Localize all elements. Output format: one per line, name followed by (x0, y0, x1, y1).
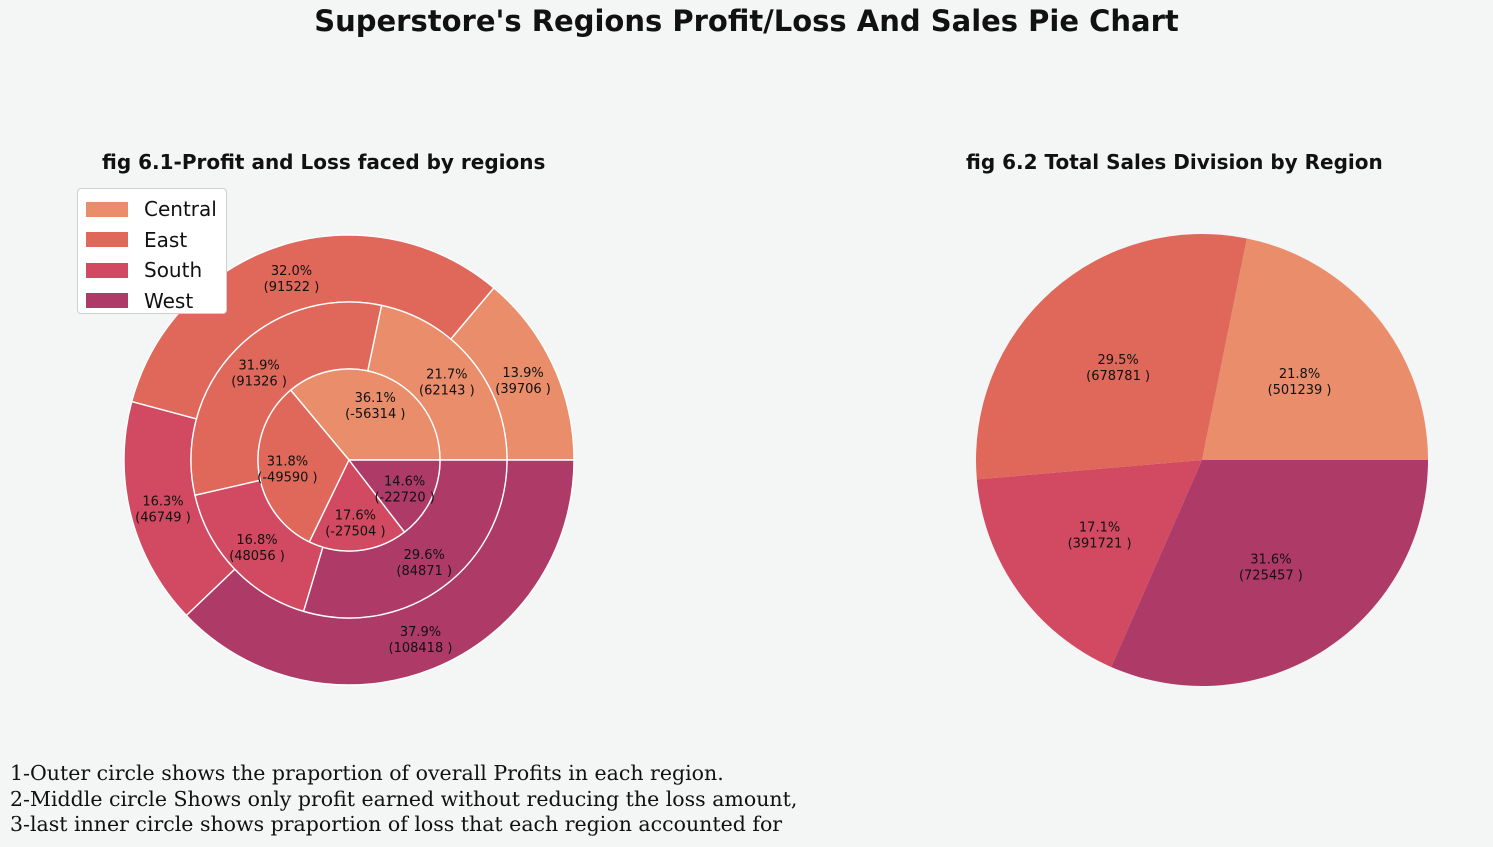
notes-block: 1-Outer circle shows the praportion of o… (10, 761, 797, 838)
legend-swatch (86, 201, 128, 217)
legend-swatch (86, 262, 128, 278)
legend-swatch (86, 293, 128, 309)
legend-label: West (144, 288, 194, 313)
legend-label: South (144, 258, 203, 283)
legend-item-south: South (86, 255, 226, 286)
note-line-1: 1-Outer circle shows the praportion of o… (10, 761, 724, 785)
legend: Central East South West (77, 188, 227, 314)
inner-ring-label-south: 17.6% (-27504 ) (325, 509, 385, 540)
inner-ring-label-central: 36.1% (-56314 ) (345, 391, 405, 422)
sales-pie-wedge-central (1202, 238, 1428, 460)
note-line-3: 3-last inner circle shows praportion of … (10, 812, 783, 837)
sales-pie-label-east: 29.5% (678781 ) (1086, 353, 1150, 384)
inner-ring-label-east: 31.8% (-49590 ) (257, 455, 317, 486)
middle-ring-label-central: 21.7% (62143 ) (419, 368, 475, 399)
sales-pie-label-west: 31.6% (725457 ) (1239, 552, 1303, 583)
middle-ring-label-west: 29.6% (84871 ) (396, 548, 452, 579)
chart-main-title: Superstore's Regions Profit/Loss And Sal… (314, 4, 1179, 38)
fig1-title: fig 6.1-Profit and Loss faced by regions (102, 150, 546, 174)
legend-label: Central (144, 197, 217, 222)
middle-ring-label-east: 31.9% (91326 ) (231, 359, 287, 390)
inner-ring-wedge-central (289, 368, 441, 461)
sales-pie-wedge-east (976, 233, 1247, 480)
sales-pie-wedge-west (1111, 460, 1428, 687)
inner-ring-wedge-east (257, 389, 350, 543)
inner-ring-wedge-south (308, 458, 406, 552)
fig2-title: fig 6.2 Total Sales Division by Region (966, 150, 1383, 174)
sales-pie-label-south: 17.1% (391721 ) (1068, 520, 1132, 551)
legend-swatch (86, 232, 128, 248)
legend-label: East (144, 227, 188, 252)
outer-ring-label-central: 13.9% (39706 ) (495, 366, 551, 397)
middle-ring-label-south: 16.8% (48056 ) (229, 533, 285, 564)
outer-ring-label-east: 32.0% (91522 ) (264, 264, 320, 295)
outer-ring-label-west: 37.9% (108418 ) (389, 625, 453, 656)
outer-ring-label-south: 16.3% (46749 ) (135, 495, 191, 526)
legend-item-west: West (86, 286, 226, 317)
legend-item-central: Central (86, 194, 226, 225)
sales-pie-wedge-south (976, 460, 1202, 667)
inner-ring-wedge-west (347, 459, 441, 534)
sales-pie-label-central: 21.8% (501239 ) (1268, 367, 1332, 398)
inner-ring-label-west: 14.6% (-22720 ) (374, 474, 434, 505)
note-line-2: 2-Middle circle Shows only profit earned… (10, 786, 798, 811)
legend-item-east: East (86, 225, 226, 256)
